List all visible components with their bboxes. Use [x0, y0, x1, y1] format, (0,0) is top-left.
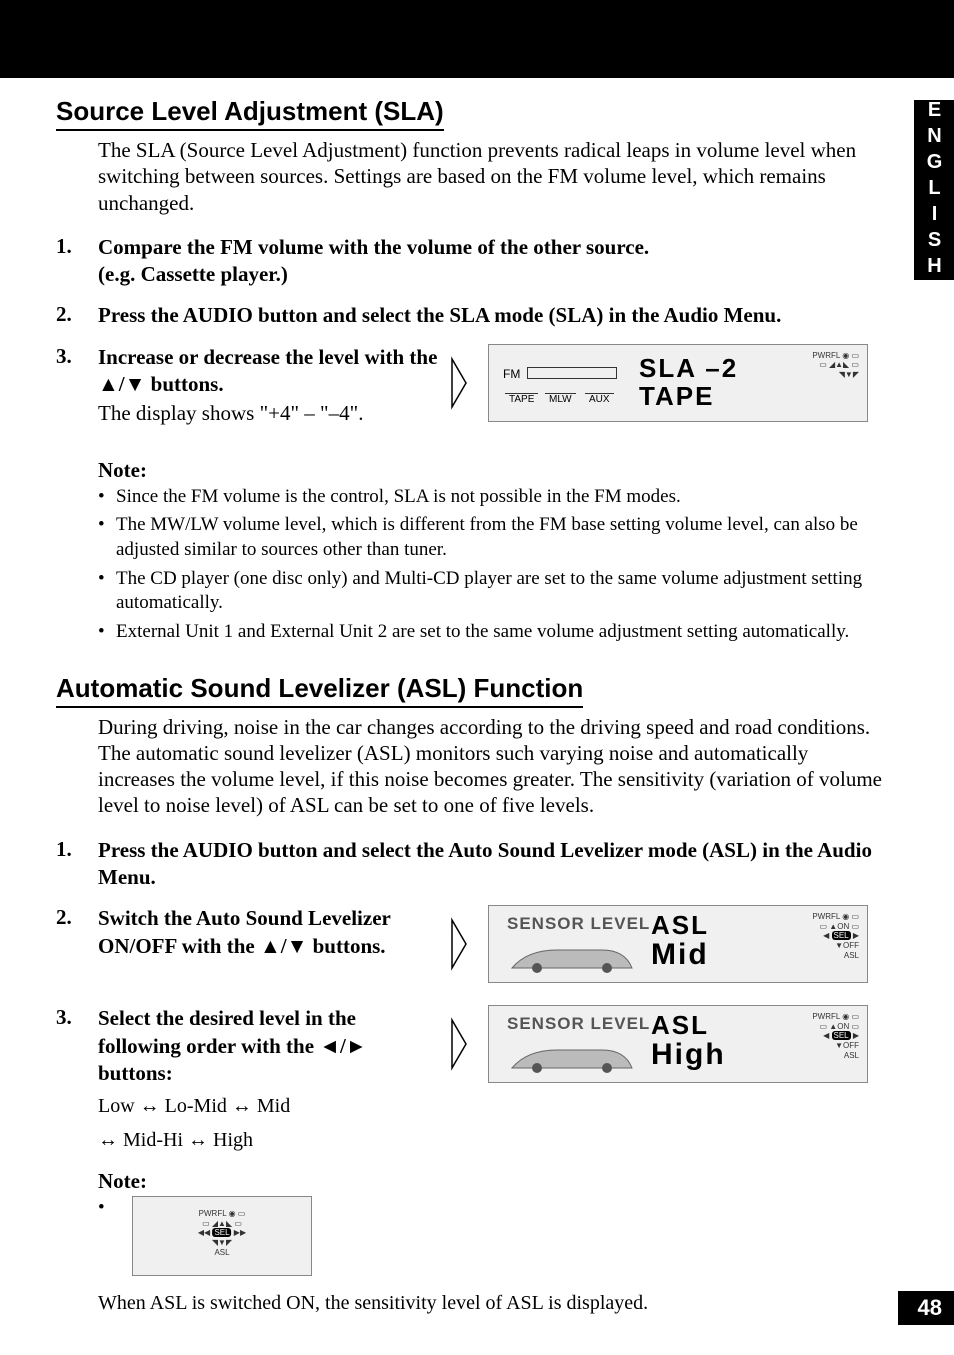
language-tab: ENGLISH: [914, 100, 954, 280]
step-number: 1.: [56, 837, 88, 862]
off-label: OFF: [843, 941, 859, 950]
level-flow-line2: ↔ Mid-Hi ↔ High: [98, 1125, 438, 1155]
asl-small-label: ASL: [844, 1051, 859, 1060]
pointer-icon: [448, 355, 470, 411]
step-title: Switch the Auto Sound Levelizer ON/OFF w…: [98, 905, 438, 960]
note-heading: Note:: [98, 1169, 884, 1194]
asl-display-figure-high: SENSOR LEVEL ASL High PWRFL ◉ ▭ ▭ ▲ON ▭ …: [488, 1005, 868, 1083]
step-number: 2.: [56, 905, 88, 930]
pwrfl-label: PWRFL: [812, 351, 840, 360]
asl-intro: During driving, noise in the car changes…: [98, 714, 884, 819]
lcd-asl-level: High: [651, 1038, 726, 1072]
note-heading: Note:: [98, 458, 884, 483]
sla-display-figure: FM TAPE MLW AUX SLA –2 TAPE PWRFL ◉ ▭ ▭ …: [488, 344, 868, 422]
page-content: Source Level Adjustment (SLA) The SLA (S…: [0, 78, 954, 1315]
sla-step-1: 1. Compare the FM volume with the volume…: [56, 234, 884, 289]
asl-small-label: ASL: [844, 951, 859, 960]
lcd-source: TAPE: [639, 381, 714, 412]
lcd-aux-label: AUX: [585, 393, 614, 405]
on-label: ON: [837, 922, 849, 931]
sensor-level-label: SENSOR LEVEL: [507, 914, 650, 934]
pointer-icon: [448, 916, 470, 972]
asl-section-title: Automatic Sound Levelizer (ASL) Function: [56, 673, 583, 708]
pointer-icon: [448, 1016, 470, 1072]
step-title: Increase or decrease the level with the …: [98, 344, 438, 399]
car-icon: [507, 940, 637, 974]
pwrfl-label: PWRFL: [199, 1209, 227, 1218]
lcd-asl-label: ASL: [651, 910, 709, 941]
note-item: Since the FM volume is the control, SLA …: [98, 485, 884, 510]
lcd-tape-label: TAPE: [505, 393, 538, 405]
asl-display-figure-mid: SENSOR LEVEL ASL Mid PWRFL ◉ ▭ ▭ ▲ON ▭ ◀…: [488, 905, 868, 983]
sel-label: SEL: [832, 931, 851, 940]
on-label: ON: [837, 1022, 849, 1031]
sel-label: SEL: [212, 1228, 231, 1237]
sensor-level-label: SENSOR LEVEL: [507, 1014, 650, 1034]
asl-step-3: 3. Select the desired level in the follo…: [56, 1005, 884, 1155]
step-number: 2.: [56, 302, 88, 327]
sla-note-block: Note: Since the FM volume is the control…: [98, 458, 884, 645]
pwrfl-label: PWRFL: [812, 1012, 840, 1021]
step-title: Select the desired level in the followin…: [98, 1005, 438, 1087]
asl-note-block: Note: PWRFL ◉ ▭ ▭ ◢▲◣ ▭ ◀◀ SEL ▶▶ ◥▼◤ AS…: [98, 1169, 884, 1315]
asl-figure-col: SENSOR LEVEL ASL Mid PWRFL ◉ ▭ ▭ ▲ON ▭ ◀…: [448, 905, 884, 983]
sla-step-3: 3. Increase or decrease the level with t…: [56, 344, 884, 428]
note-item: External Unit 1 and External Unit 2 are …: [98, 620, 884, 645]
figure-indicator-icons: PWRFL ◉ ▭ ▭ ▲ON ▭ ◀ SEL ▶ ▼OFF ASL: [812, 912, 859, 960]
sla-notes: Since the FM volume is the control, SLA …: [98, 485, 884, 645]
note-item: The MW/LW volume level, which is differe…: [98, 513, 884, 562]
lcd-asl-label: ASL: [651, 1010, 709, 1041]
note-item: PWRFL ◉ ▭ ▭ ◢▲◣ ▭ ◀◀ SEL ▶▶ ◥▼◤ ASL: [98, 1196, 884, 1284]
top-black-bar: [0, 0, 954, 78]
asl-note-figure: PWRFL ◉ ▭ ▭ ◢▲◣ ▭ ◀◀ SEL ▶▶ ◥▼◤ ASL: [132, 1196, 312, 1276]
sla-step-2: 2. Press the AUDIO button and select the…: [56, 302, 884, 329]
sel-label: SEL: [832, 1031, 851, 1040]
step-title: Compare the FM volume with the volume of…: [98, 234, 884, 261]
pwrfl-label: PWRFL: [812, 912, 840, 921]
car-icon: [507, 1040, 637, 1074]
level-flow-line1: Low ↔ Lo-Mid ↔ Mid: [98, 1091, 438, 1121]
step-number: 3.: [56, 1005, 88, 1030]
sla-section-title: Source Level Adjustment (SLA): [56, 96, 444, 131]
off-label: OFF: [843, 1041, 859, 1050]
lcd-bar: [527, 367, 617, 379]
asl-step-1: 1. Press the AUDIO button and select the…: [56, 837, 884, 892]
step-desc: The display shows "+4" – "–4".: [98, 400, 438, 427]
step-subtitle: (e.g. Cassette player.): [98, 261, 884, 288]
asl-step-2: 2. Switch the Auto Sound Levelizer ON/OF…: [56, 905, 884, 983]
lcd-asl-level: Mid: [651, 938, 709, 972]
lcd-fm-label: FM: [503, 367, 520, 381]
step-number: 3.: [56, 344, 88, 369]
lcd-sla-value: SLA –2: [639, 353, 738, 384]
sla-intro: The SLA (Source Level Adjustment) functi…: [98, 137, 884, 216]
figure-indicator-icons: PWRFL ◉ ▭ ▭ ◢▲◣ ▭ ◥▼◤: [812, 351, 859, 380]
asl-figure-col: SENSOR LEVEL ASL High PWRFL ◉ ▭ ▭ ▲ON ▭ …: [448, 1005, 884, 1083]
asl-note-after: When ASL is switched ON, the sensitivity…: [98, 1292, 884, 1315]
step-title: Press the AUDIO button and select the Au…: [98, 837, 884, 892]
sla-figure-col: FM TAPE MLW AUX SLA –2 TAPE PWRFL ◉ ▭ ▭ …: [448, 344, 884, 422]
asl-small-label: ASL: [214, 1248, 229, 1257]
step-number: 1.: [56, 234, 88, 259]
note-item: The CD player (one disc only) and Multi-…: [98, 567, 884, 616]
page-number: 48: [898, 1291, 954, 1325]
step-title: Press the AUDIO button and select the SL…: [98, 302, 884, 329]
figure-indicator-icons: PWRFL ◉ ▭ ▭ ▲ON ▭ ◀ SEL ▶ ▼OFF ASL: [812, 1012, 859, 1060]
asl-notes: PWRFL ◉ ▭ ▭ ◢▲◣ ▭ ◀◀ SEL ▶▶ ◥▼◤ ASL: [98, 1196, 884, 1284]
figure-indicator-icons: PWRFL ◉ ▭ ▭ ◢▲◣ ▭ ◀◀ SEL ▶▶ ◥▼◤ ASL: [198, 1209, 246, 1257]
lcd-mlw-label: MLW: [545, 393, 576, 405]
